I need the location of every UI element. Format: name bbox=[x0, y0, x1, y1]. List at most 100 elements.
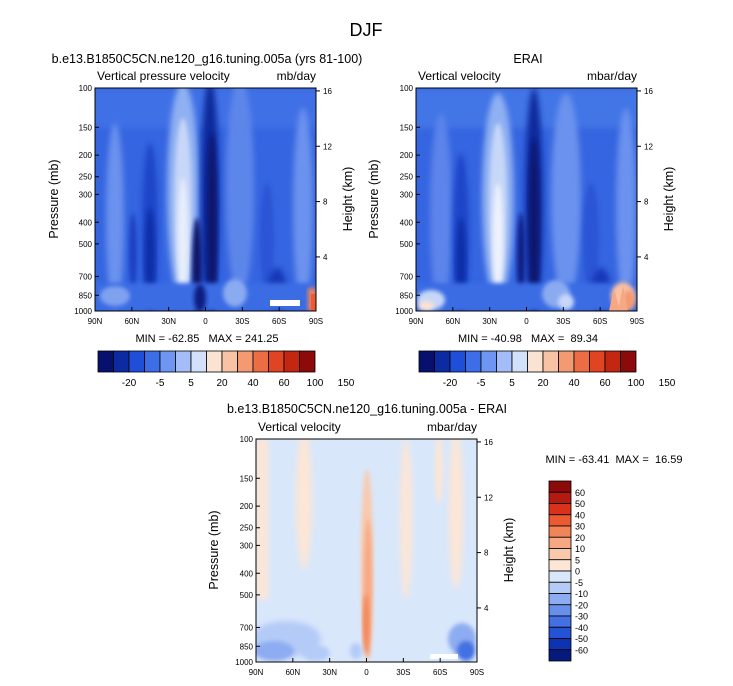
x-tick-label: 90S bbox=[630, 317, 644, 326]
panel-model-right-label: mb/day bbox=[277, 69, 316, 83]
contour-region bbox=[418, 301, 434, 311]
colorbar-swatch bbox=[548, 548, 572, 561]
height-tick-label: 4 bbox=[323, 253, 328, 262]
y-tick-label: 500 bbox=[400, 240, 414, 249]
colorbar-label: 100 bbox=[628, 378, 645, 389]
panel-model-y-axis: 100 150 200 250 300 400 500 700 850 1000 bbox=[74, 84, 99, 316]
contour-region bbox=[616, 108, 636, 308]
panel-diff-contour-field bbox=[256, 439, 477, 662]
colorbar-swatch bbox=[604, 350, 621, 373]
colorbar-swatch bbox=[299, 350, 316, 373]
colorbar-label: 5 bbox=[575, 555, 580, 565]
x-tick-label: 30S bbox=[396, 668, 410, 677]
x-tick-label: 30N bbox=[161, 317, 176, 326]
y-tick-label: 400 bbox=[240, 569, 254, 578]
y-tick-label: 1000 bbox=[74, 307, 92, 316]
colorbar-swatch bbox=[548, 536, 572, 549]
x-tick-label: 60S bbox=[272, 317, 286, 326]
panel-erai-height-title: Height (km) bbox=[662, 167, 676, 232]
x-tick-label: 60N bbox=[285, 668, 300, 677]
colorbar-swatch bbox=[548, 491, 572, 504]
colorbar-swatch bbox=[128, 350, 145, 373]
y-tick-label: 100 bbox=[400, 84, 414, 93]
colorbar-label: 0 bbox=[575, 567, 580, 577]
x-tick-label: 90N bbox=[409, 317, 424, 326]
colorbar-label: -30 bbox=[575, 612, 588, 622]
colorbar-swatch bbox=[206, 350, 223, 373]
colorbar-label: 40 bbox=[568, 378, 580, 389]
y-tick-label: 100 bbox=[79, 84, 93, 93]
colorbar-label: 60 bbox=[278, 378, 290, 389]
panel-erai-y-title: Pressure (mb) bbox=[367, 159, 381, 238]
contour-region bbox=[100, 286, 130, 306]
colorbar-swatch bbox=[496, 350, 513, 373]
contour-region bbox=[129, 213, 137, 293]
y-tick-label: 500 bbox=[240, 591, 254, 600]
colorbar-swatch bbox=[97, 350, 114, 373]
panel-erai-title: ERAI bbox=[513, 52, 542, 66]
y-tick-label: 200 bbox=[400, 151, 414, 160]
contour-region bbox=[293, 108, 313, 308]
contour-region bbox=[529, 138, 539, 311]
y-tick-label: 1000 bbox=[235, 658, 253, 667]
y-tick-label: 850 bbox=[400, 291, 414, 300]
y-tick-label: 500 bbox=[79, 240, 93, 249]
panel-model-title: b.e13.B1850C5CN.ne120_g16.tuning.005a (y… bbox=[52, 52, 363, 66]
panel-diff-height-axis: 4 8 12 16 bbox=[477, 438, 493, 613]
colorbar-swatch bbox=[268, 350, 285, 373]
x-tick-label: 30S bbox=[235, 317, 249, 326]
colorbar-swatch bbox=[589, 350, 606, 373]
height-tick-label: 8 bbox=[484, 549, 489, 558]
panel-diff-x-axis: 90N 60N 30N 0 30S 60S 90S bbox=[249, 658, 484, 677]
panel-diff-y-title: Pressure (mb) bbox=[207, 510, 221, 589]
colorbar-swatch bbox=[113, 350, 130, 373]
contour-region bbox=[517, 213, 525, 303]
colorbar-label: 10 bbox=[575, 544, 585, 554]
panel-erai-y-axis: 100 150 200 250 300 400 500 700 850 1000 bbox=[395, 84, 420, 316]
panel-erai-colorbar: -20 -5 5 20 40 60 100 150 bbox=[418, 350, 676, 389]
colorbar-swatch bbox=[548, 570, 572, 583]
colorbar-swatch bbox=[548, 615, 572, 628]
x-tick-label: 30N bbox=[482, 317, 497, 326]
colorbar-label: -10 bbox=[575, 589, 588, 599]
colorbar-label: 40 bbox=[247, 378, 259, 389]
contour-region bbox=[618, 286, 628, 311]
contour-region bbox=[194, 284, 206, 311]
contour-region bbox=[551, 93, 581, 303]
colorbar-label: 60 bbox=[575, 488, 585, 498]
colorbar-swatch bbox=[418, 350, 435, 373]
x-tick-label: 30S bbox=[556, 317, 570, 326]
panel-diff-right-label: mbar/day bbox=[427, 420, 477, 434]
contour-region bbox=[430, 113, 452, 311]
panel-erai-x-axis: 90N 60N 30N 0 30S 60S 90S bbox=[409, 307, 644, 326]
colorbar-label: -20 bbox=[443, 378, 458, 389]
colorbar-label: 20 bbox=[537, 378, 549, 389]
colorbar-label: 20 bbox=[575, 533, 585, 543]
colorbar-swatch bbox=[548, 626, 572, 639]
panel-model-stats: MIN = -62.85 MAX = 241.25 bbox=[135, 333, 278, 345]
panel-diff-height-title: Height (km) bbox=[502, 518, 516, 583]
y-tick-label: 200 bbox=[79, 151, 93, 160]
colorbar-swatch bbox=[548, 581, 572, 594]
y-tick-label: 150 bbox=[240, 474, 254, 483]
colorbar-label: -5 bbox=[575, 578, 583, 588]
colorbar-label: 5 bbox=[188, 378, 194, 389]
height-tick-label: 16 bbox=[484, 438, 493, 447]
colorbar-swatch bbox=[175, 350, 192, 373]
y-tick-label: 400 bbox=[79, 218, 93, 227]
y-tick-label: 250 bbox=[79, 173, 93, 182]
colorbar-swatch bbox=[237, 350, 254, 373]
panel-model-contour-field bbox=[95, 88, 316, 311]
x-tick-label: 90S bbox=[309, 317, 323, 326]
panel-model-y-title: Pressure (mb) bbox=[47, 159, 61, 238]
contour-region bbox=[400, 439, 412, 599]
contour-region bbox=[416, 88, 637, 128]
colorbar-swatch bbox=[511, 350, 528, 373]
contour-region bbox=[363, 594, 369, 654]
colorbar-swatch bbox=[548, 514, 572, 527]
colorbar-label: 150 bbox=[338, 378, 355, 389]
y-tick-label: 300 bbox=[240, 541, 254, 550]
y-tick-label: 400 bbox=[400, 218, 414, 227]
